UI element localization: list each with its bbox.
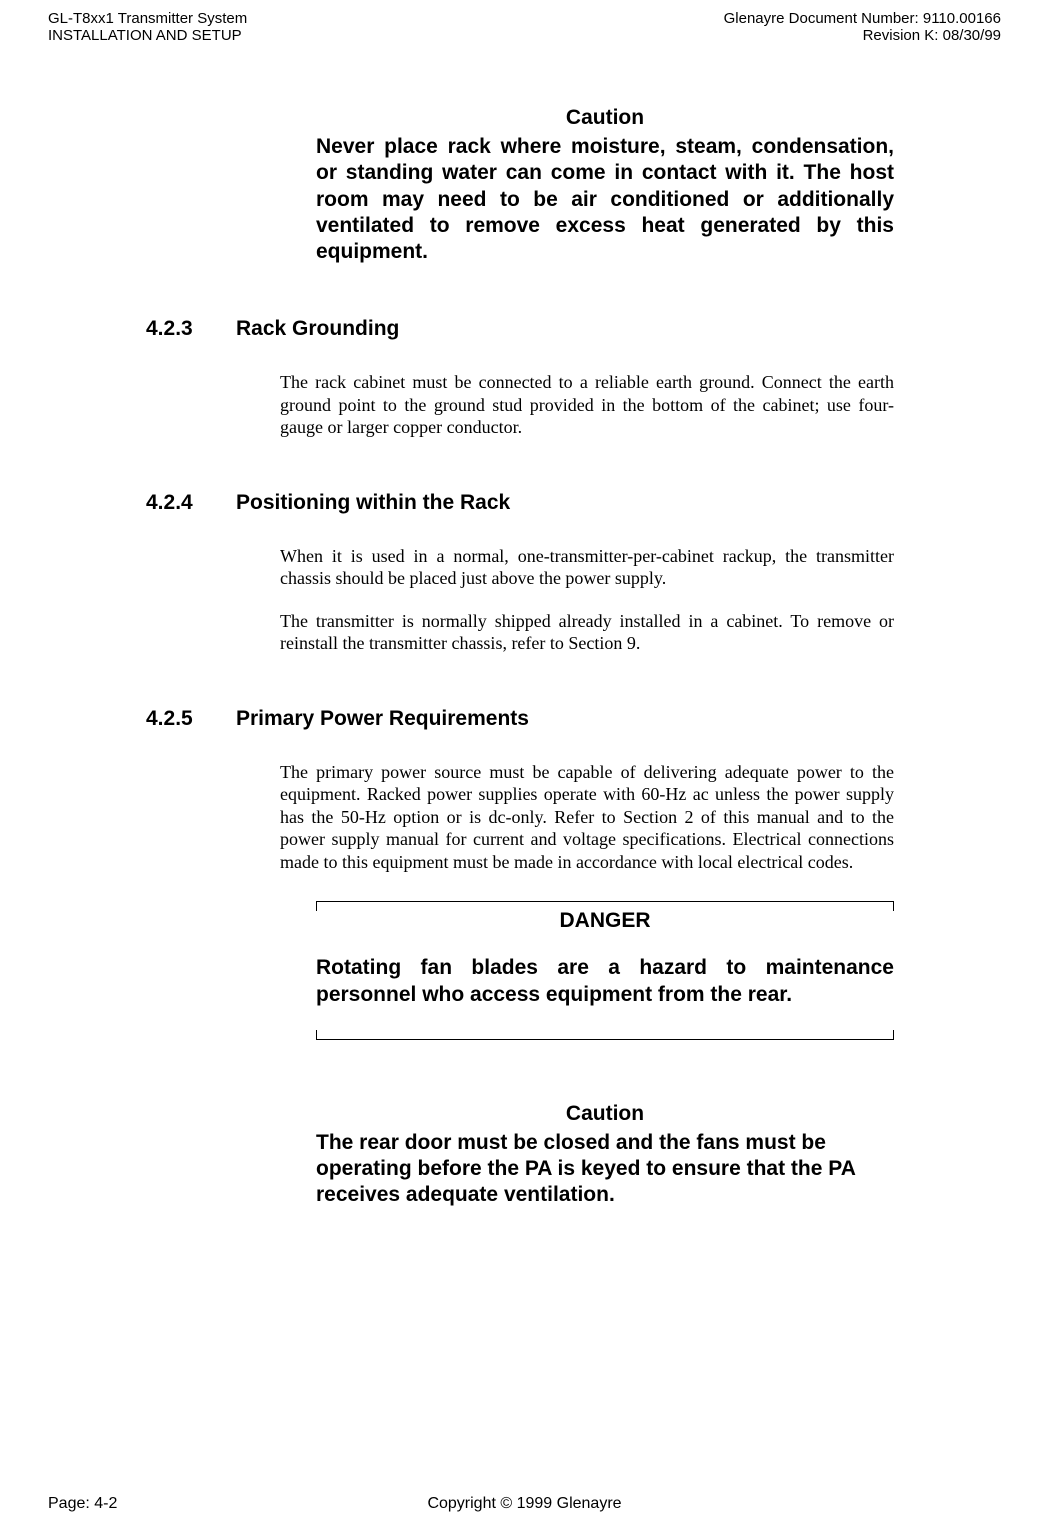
danger-border-bottom — [316, 1030, 894, 1040]
section-424-title: Positioning within the Rack — [236, 491, 510, 515]
footer-center: Copyright © 1999 Glenayre — [48, 1495, 1001, 1513]
section-423-paragraph: The rack cabinet must be connected to a … — [280, 371, 894, 439]
page-header: GL-T8xx1 Transmitter System INSTALLATION… — [48, 10, 1001, 44]
page-content: Caution Never place rack where moisture,… — [146, 90, 894, 1209]
header-left-line1: GL-T8xx1 Transmitter System — [48, 10, 247, 27]
section-424-paragraph-1: When it is used in a normal, one-transmi… — [280, 545, 894, 590]
section-425-paragraph: The primary power source must be capable… — [280, 761, 894, 874]
danger-heading: DANGER — [316, 909, 894, 933]
danger-body: Rotating fan blades are a hazard to main… — [316, 955, 894, 1008]
caution2-body: The rear door must be closed and the fan… — [316, 1130, 894, 1209]
section-423-row: 4.2.3 Rack Grounding — [146, 317, 894, 341]
header-right-line1: Glenayre Document Number: 9110.00166 — [724, 10, 1001, 27]
page-footer: Page: 4-2 Copyright © 1999 Glenayre — [48, 1495, 1001, 1513]
header-right-line2: Revision K: 08/30/99 — [724, 27, 1001, 44]
section-425-title: Primary Power Requirements — [236, 707, 529, 731]
header-left-line2: INSTALLATION AND SETUP — [48, 27, 247, 44]
danger-block: DANGER Rotating fan blades are a hazard … — [316, 901, 894, 1040]
section-423-number: 4.2.3 — [146, 317, 236, 341]
caution2-heading: Caution — [316, 1102, 894, 1126]
header-left: GL-T8xx1 Transmitter System INSTALLATION… — [48, 10, 247, 44]
page: GL-T8xx1 Transmitter System INSTALLATION… — [0, 0, 1049, 1537]
section-424-number: 4.2.4 — [146, 491, 236, 515]
caution-body: Never place rack where moisture, steam, … — [316, 134, 894, 265]
section-425-row: 4.2.5 Primary Power Requirements — [146, 707, 894, 731]
section-424-row: 4.2.4 Positioning within the Rack — [146, 491, 894, 515]
section-423-title: Rack Grounding — [236, 317, 399, 341]
header-right: Glenayre Document Number: 9110.00166 Rev… — [724, 10, 1001, 44]
section-425-number: 4.2.5 — [146, 707, 236, 731]
caution-heading: Caution — [316, 106, 894, 130]
section-424-paragraph-2: The transmitter is normally shipped alre… — [280, 610, 894, 655]
